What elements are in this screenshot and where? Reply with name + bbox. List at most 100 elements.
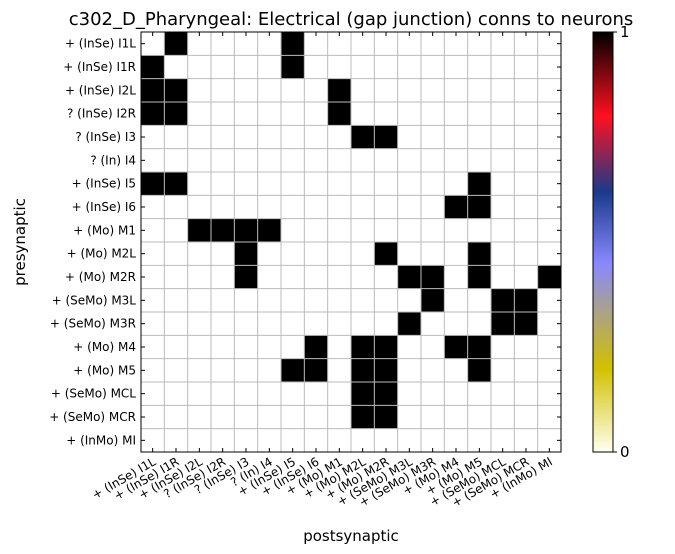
heatmap-cell (537, 172, 561, 196)
heatmap-cell (304, 78, 328, 102)
heatmap-cell (397, 265, 421, 289)
heatmap-cell (187, 172, 211, 196)
heatmap-cell (374, 312, 398, 336)
heatmap-cell (467, 218, 491, 242)
heatmap-cell (397, 358, 421, 382)
heatmap-cell (304, 312, 328, 336)
heatmap-cell (187, 195, 211, 219)
heatmap-cell (327, 55, 351, 79)
heatmap-cell (397, 102, 421, 126)
heatmap-cell (397, 335, 421, 359)
heatmap-cell (211, 148, 235, 172)
heatmap-cell (491, 382, 515, 406)
heatmap-cell (444, 265, 468, 289)
heatmap-cell (234, 312, 258, 336)
heatmap-cell (537, 265, 561, 289)
heatmap-cell (351, 195, 375, 219)
heatmap-cell (234, 125, 258, 149)
heatmap-cell (281, 78, 305, 102)
heatmap-cell (141, 172, 165, 196)
heatmap-cell (374, 382, 398, 406)
heatmap-cell (327, 218, 351, 242)
heatmap-cell (141, 358, 165, 382)
heatmap-cell (304, 172, 328, 196)
heatmap-cell (141, 148, 165, 172)
heatmap-cell (514, 55, 538, 79)
heatmap-cell (141, 218, 165, 242)
heatmap-cell (327, 148, 351, 172)
heatmap-cell (211, 102, 235, 126)
heatmap-cell (374, 125, 398, 149)
heatmap-cell (421, 172, 445, 196)
heatmap-cell (537, 358, 561, 382)
heatmap-cell (234, 102, 258, 126)
heatmap-cell (421, 358, 445, 382)
heatmap-cell (491, 288, 515, 312)
y-tick-label: + (InSe) I5 (72, 177, 136, 191)
y-tick-label: + (Mo) M2L (67, 247, 137, 261)
heatmap-cell (141, 312, 165, 336)
heatmap-cell (281, 242, 305, 266)
heatmap-cell (444, 218, 468, 242)
heatmap-cell (491, 55, 515, 79)
heatmap-cell (327, 102, 351, 126)
heatmap-cell (234, 218, 258, 242)
heatmap-cell (397, 148, 421, 172)
heatmap-cell (234, 358, 258, 382)
heatmap-cell (211, 382, 235, 406)
heatmap-cell (397, 32, 421, 56)
heatmap-cell (514, 288, 538, 312)
heatmap-cell (397, 288, 421, 312)
heatmap-cell (421, 405, 445, 429)
heatmap-cell (421, 32, 445, 56)
heatmap-cell (491, 102, 515, 126)
heatmap-cell (351, 405, 375, 429)
y-tick-label: + (InMo) MI (66, 433, 136, 447)
heatmap-cell (374, 78, 398, 102)
y-tick-label: ? (In) I4 (90, 153, 136, 167)
heatmap-cell (421, 125, 445, 149)
heatmap-cell (257, 102, 281, 126)
plot-frame (140, 31, 562, 453)
heatmap-cell (351, 358, 375, 382)
heatmap-cell (164, 102, 188, 126)
heatmap-cell (537, 242, 561, 266)
heatmap-cell (514, 382, 538, 406)
heatmap-cell (374, 265, 398, 289)
heatmap-cell (444, 102, 468, 126)
heatmap-cell (421, 382, 445, 406)
colorbar (592, 31, 614, 453)
heatmap-cell (491, 335, 515, 359)
heatmap-cell (257, 172, 281, 196)
heatmap-cell (211, 335, 235, 359)
heatmap-cell (281, 55, 305, 79)
heatmap-cell (397, 428, 421, 452)
heatmap-cell (327, 382, 351, 406)
heatmap-cell (374, 405, 398, 429)
heatmap-cell (164, 428, 188, 452)
heatmap-cell (187, 102, 211, 126)
heatmap-cell (514, 78, 538, 102)
heatmap-cell (304, 218, 328, 242)
heatmap-cell (281, 382, 305, 406)
y-tick-label: ? (InSe) I3 (75, 130, 136, 144)
heatmap-cell (491, 78, 515, 102)
heatmap-cell (514, 195, 538, 219)
heatmap-cell (421, 312, 445, 336)
heatmap-cell (351, 172, 375, 196)
heatmap-cell (187, 358, 211, 382)
heatmap-cell (234, 195, 258, 219)
heatmap-cell (164, 335, 188, 359)
heatmap-cell (211, 288, 235, 312)
heatmap-cell (374, 148, 398, 172)
heatmap-cell (211, 358, 235, 382)
heatmap-cell (444, 312, 468, 336)
heatmap-cell (514, 358, 538, 382)
y-tick-label: + (Mo) M1 (73, 223, 136, 237)
heatmap-cell (257, 312, 281, 336)
heatmap-cell (421, 102, 445, 126)
heatmap-cell (491, 195, 515, 219)
heatmap-cell (537, 405, 561, 429)
heatmap-cell (444, 195, 468, 219)
